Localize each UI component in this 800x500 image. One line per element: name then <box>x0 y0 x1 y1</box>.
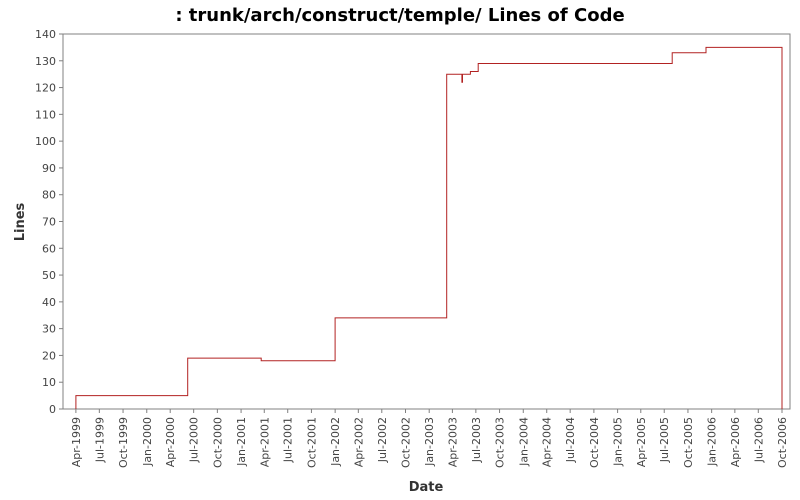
x-tick-label: Jan-2001 <box>235 417 248 467</box>
x-axis: Apr-1999 Jul-1999 Oct-1999 Jan-2000 Apr-2000… <box>70 409 789 468</box>
x-tick-label: Apr-2002 <box>352 417 365 467</box>
y-tick-label: 100 <box>35 135 56 148</box>
x-tick-label: Apr-2004 <box>541 417 554 467</box>
x-tick-label: Apr-1999 <box>70 417 83 467</box>
x-tick-label: Oct-2003 <box>494 417 507 468</box>
x-axis-label: Date <box>409 480 444 495</box>
y-tick-label: 60 <box>42 242 56 255</box>
y-tick-label: 50 <box>42 269 56 282</box>
x-tick-label: Apr-2001 <box>258 417 271 467</box>
x-tick-label: Apr-2003 <box>446 417 459 467</box>
x-tick-label: Jan-2002 <box>329 417 342 467</box>
y-tick-label: 20 <box>42 349 56 362</box>
x-tick-label: Jul-2002 <box>376 417 389 463</box>
plot-area <box>62 33 791 410</box>
y-tick-label: 30 <box>42 323 56 336</box>
x-tick-label: Jul-1999 <box>93 417 106 463</box>
y-tick-label: 130 <box>35 55 56 68</box>
y-tick-label: 120 <box>35 82 56 95</box>
x-tick-label: Jan-2005 <box>612 417 625 467</box>
x-tick-label: Jan-2006 <box>706 417 719 467</box>
x-tick-label: Jan-2004 <box>517 417 530 467</box>
x-tick-label: Oct-2001 <box>305 417 318 468</box>
x-tick-label: Oct-2002 <box>399 417 412 468</box>
x-tick-label: Oct-1999 <box>117 417 130 468</box>
x-tick-label: Jul-2005 <box>658 417 671 463</box>
y-tick-label: 80 <box>42 189 56 202</box>
chart-title: : trunk/arch/construct/temple/ Lines of … <box>175 5 624 26</box>
x-tick-label: Apr-2006 <box>729 417 742 467</box>
x-tick-label: Jul-2001 <box>282 417 295 463</box>
x-tick-label: Jan-2000 <box>141 417 154 467</box>
y-tick-label: 140 <box>35 28 56 41</box>
y-tick-label: 70 <box>42 216 56 229</box>
x-tick-label: Oct-2006 <box>776 417 789 468</box>
x-tick-label: Jan-2003 <box>423 417 436 467</box>
series-line-0 <box>75 46 783 409</box>
x-tick-label: Jul-2004 <box>564 417 577 463</box>
x-tick-label: Oct-2004 <box>588 417 601 468</box>
series-layer <box>75 46 783 409</box>
y-axis-label: Lines <box>13 202 28 241</box>
y-tick-label: 90 <box>42 162 56 175</box>
x-tick-label: Apr-2005 <box>635 417 648 467</box>
y-tick-label: 10 <box>42 376 56 389</box>
y-tick-label: 40 <box>42 296 56 309</box>
x-tick-label: Oct-2005 <box>682 417 695 468</box>
x-tick-label: Oct-2000 <box>211 417 224 468</box>
x-tick-label: Apr-2000 <box>164 417 177 467</box>
x-tick-label: Jul-2000 <box>188 417 201 463</box>
y-tick-label: 0 <box>49 403 56 416</box>
x-tick-label: Jul-2006 <box>752 417 765 463</box>
y-tick-label: 110 <box>35 108 56 121</box>
y-axis: 0 10 20 30 40 50 60 70 80 90 100 110 120 130 140 <box>35 28 63 416</box>
x-tick-label: Jul-2003 <box>470 417 483 463</box>
